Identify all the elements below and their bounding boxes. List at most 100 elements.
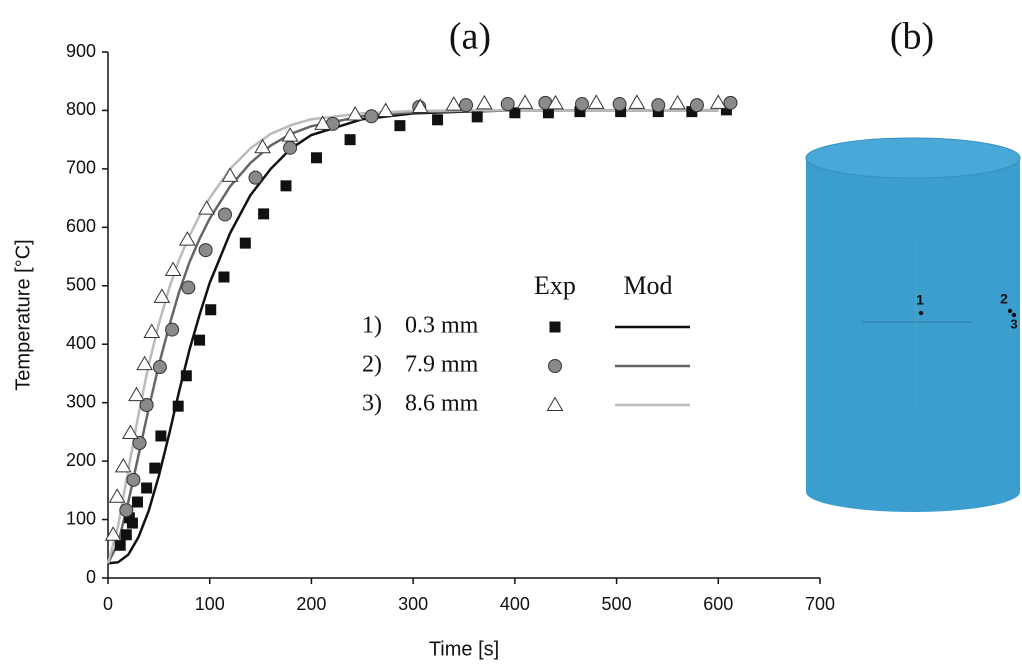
exp-marker <box>411 98 429 113</box>
exp-marker <box>280 180 292 192</box>
exp-marker <box>574 106 586 118</box>
exp-marker <box>311 152 323 164</box>
legend-label: 2) <box>362 352 382 378</box>
exp-marker <box>114 539 126 551</box>
exp-marker <box>281 127 299 142</box>
exp-marker <box>459 98 474 113</box>
exp-marker <box>132 435 147 450</box>
cylinder: 1 2 3 <box>805 137 1021 512</box>
point <box>1011 312 1017 318</box>
exp-marker <box>149 462 161 474</box>
exp-marker <box>155 430 167 442</box>
legend-header: Mod <box>623 271 672 300</box>
legend-label: 3) <box>362 391 382 417</box>
exp-marker <box>128 386 145 402</box>
exp-marker <box>628 94 646 109</box>
exp-marker <box>217 207 232 222</box>
x-tick-label: 700 <box>805 594 835 614</box>
cylinder-body <box>806 158 1020 492</box>
exp-marker <box>542 107 554 119</box>
y-tick-label: 500 <box>66 275 96 295</box>
exp-marker <box>119 503 134 518</box>
exp-marker <box>709 94 727 109</box>
legend-label: 8.6 mm <box>405 391 479 417</box>
exp-marker <box>344 134 356 146</box>
panel-b-title: (b) <box>890 16 934 58</box>
y-tick-label: 800 <box>66 99 96 119</box>
exp-marker <box>689 98 704 113</box>
exp-marker <box>346 106 364 121</box>
exp-marker <box>131 496 143 508</box>
exp-marker <box>394 120 406 132</box>
y-tick-label: 700 <box>66 158 96 178</box>
exp-marker <box>164 261 182 276</box>
cylinder-bottom <box>806 472 1020 512</box>
exp-marker <box>126 517 138 529</box>
exp-marker <box>377 102 395 118</box>
legend-marker <box>548 359 562 373</box>
y-tick-label: 0 <box>86 567 96 587</box>
exp-marker <box>471 111 483 123</box>
point <box>1007 308 1013 314</box>
exp-marker <box>283 140 298 155</box>
y-tick-label: 600 <box>66 216 96 236</box>
exp-marker <box>178 231 196 246</box>
exp-marker <box>136 355 153 371</box>
exp-marker <box>153 288 171 303</box>
y-axis-label: Temperature [°C] <box>12 239 34 390</box>
x-tick-label: 300 <box>398 594 428 614</box>
exp-marker <box>500 97 515 112</box>
exp-marker <box>612 97 627 112</box>
y-tick-label: 100 <box>66 508 96 528</box>
exp-marker <box>547 94 564 110</box>
x-axis-label: Time [s] <box>429 638 499 660</box>
exp-marker <box>141 482 153 494</box>
exp-marker <box>104 526 122 541</box>
legend-marker <box>549 321 561 333</box>
cylinder-top <box>805 137 1021 179</box>
exp-marker <box>120 529 132 541</box>
exp-marker <box>205 304 217 316</box>
exp-marker <box>314 115 331 130</box>
exp-marker <box>432 114 444 126</box>
exp-marker <box>114 457 132 473</box>
model-line <box>106 109 719 564</box>
exp-marker <box>686 106 698 118</box>
exp-marker <box>194 334 206 346</box>
y-tick-label: 400 <box>66 333 96 353</box>
exp-marker <box>651 98 666 113</box>
exp-marker <box>364 109 379 124</box>
y-tick-label: 900 <box>66 41 96 61</box>
exp-marker <box>198 243 213 258</box>
point-label: 1 <box>916 292 924 308</box>
legend-header: Exp <box>534 271 576 300</box>
exp-marker <box>574 97 589 112</box>
point-label: 2 <box>1000 291 1008 307</box>
exp-marker <box>254 138 271 154</box>
exp-marker <box>509 107 521 119</box>
exp-marker <box>248 170 263 185</box>
panel-a-title: (a) <box>449 16 491 58</box>
exp-marker <box>165 322 180 337</box>
plot: 0 100 200 300 400 500 600 700 0 100 200 300 400 500 60… <box>66 41 835 614</box>
exp-marker <box>122 424 139 440</box>
legend-label: 1) <box>362 313 382 339</box>
exp-marker <box>445 96 463 111</box>
y-tick-label: 200 <box>66 450 96 470</box>
exp-marker <box>180 370 192 382</box>
point <box>918 310 924 316</box>
exp-marker <box>516 94 534 109</box>
exp-marker <box>723 95 738 110</box>
point-label: 3 <box>1010 316 1017 331</box>
exp-marker <box>108 488 126 503</box>
exp-marker <box>198 200 216 215</box>
x-tick-label: 200 <box>296 594 326 614</box>
exp-marker <box>615 106 627 118</box>
exp-marker <box>221 167 239 182</box>
x-tick-label: 0 <box>103 594 113 614</box>
exp-marker <box>218 271 230 283</box>
exp-marker <box>720 104 732 116</box>
x-tick-label: 400 <box>500 594 530 614</box>
exp-marker <box>126 472 141 487</box>
